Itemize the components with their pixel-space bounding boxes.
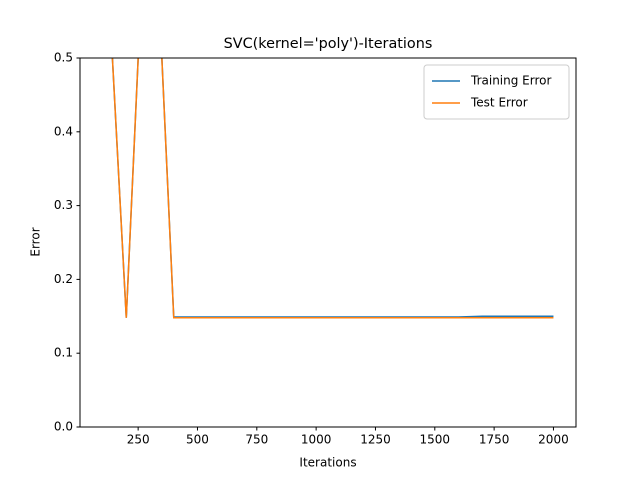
y-axis-label: Error [29, 227, 43, 256]
x-axis-label: Iterations [299, 456, 356, 470]
x-tick-label: 1750 [479, 433, 510, 447]
chart-title: SVC(kernel='poly')-Iterations [224, 36, 433, 52]
y-tick-label: 0.1 [54, 346, 73, 360]
y-tick-label: 0.5 [54, 51, 73, 65]
y-tick-label: 0.2 [54, 272, 73, 286]
y-tick-label: 0.4 [54, 124, 73, 138]
legend-label: Training Error [470, 74, 551, 88]
x-tick-label: 250 [127, 433, 150, 447]
legend-box [423, 64, 570, 120]
y-tick-label: 0.3 [54, 198, 73, 212]
axes-frame [79, 57, 577, 428]
x-tick-label: 2000 [538, 433, 569, 447]
x-tick-label: 1000 [301, 433, 332, 447]
x-tick-label: 1500 [420, 433, 451, 447]
plot-area [111, 58, 554, 319]
legend-label: Test Error [470, 96, 528, 110]
data-line [111, 58, 554, 319]
y-tick-label: 0.0 [54, 420, 73, 434]
x-tick-label: 500 [186, 433, 209, 447]
x-tick-label: 750 [245, 433, 268, 447]
x-tick-label: 1250 [360, 433, 391, 447]
